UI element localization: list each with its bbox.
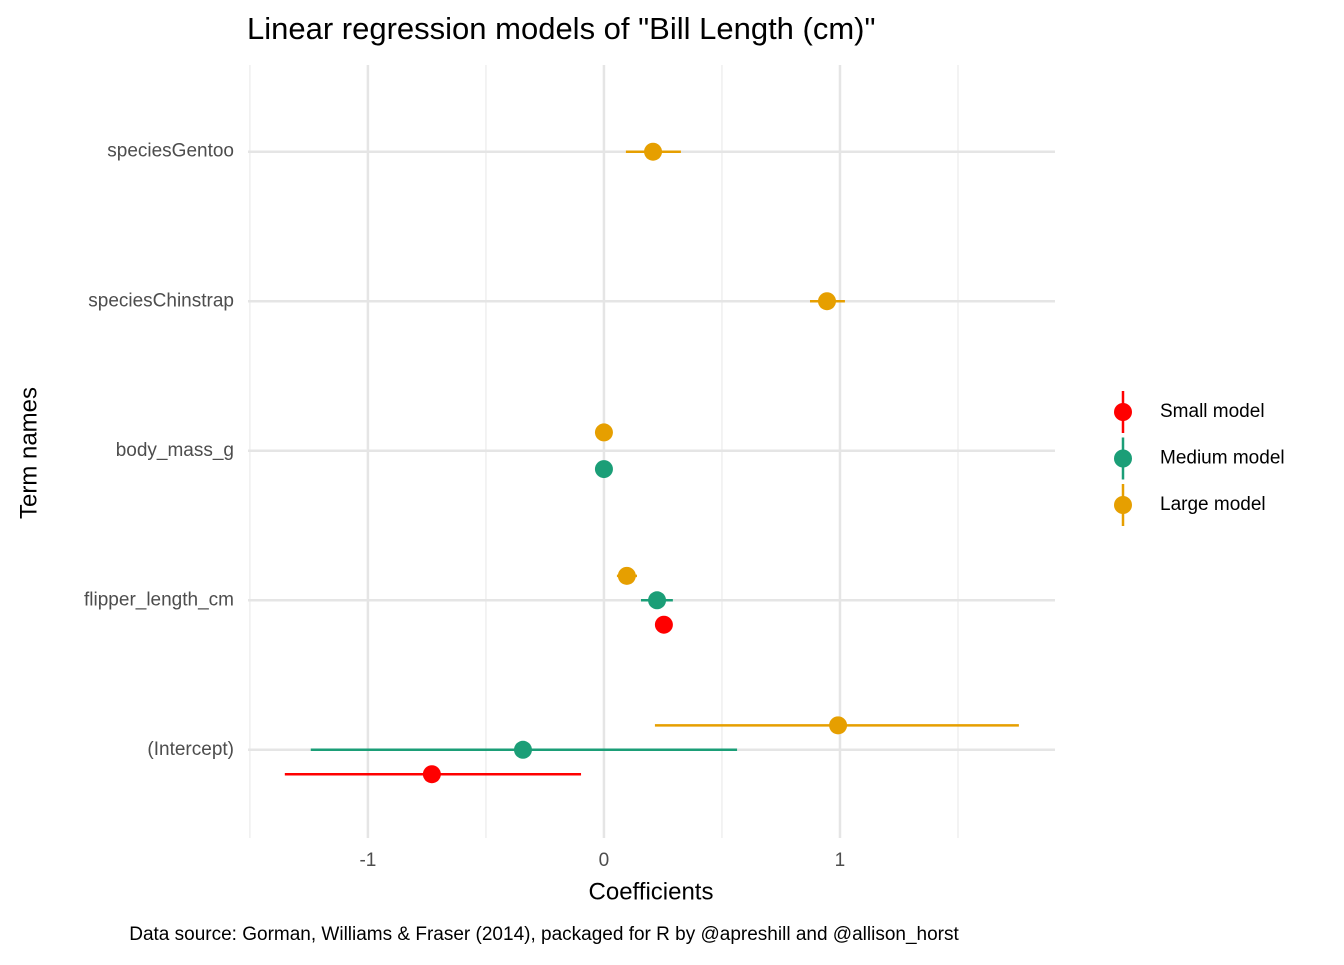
point (648, 591, 667, 610)
caption: Data source: Gorman, Williams & Fraser (… (129, 924, 959, 945)
y-tick-label: body_mass_g (116, 440, 234, 461)
legend-marker (1114, 449, 1132, 468)
y-axis-label: Term names (15, 387, 42, 519)
x-tick-label: 0 (599, 850, 610, 871)
y-tick-label: speciesChinstrap (88, 290, 234, 311)
point (422, 765, 441, 784)
point (594, 460, 613, 479)
point (617, 566, 636, 585)
legend-label: Medium model (1160, 448, 1285, 469)
legend-marker (1114, 403, 1132, 421)
point (829, 716, 848, 735)
point (513, 740, 532, 759)
x-tick-label: -1 (359, 850, 376, 871)
legend-marker (1114, 496, 1132, 514)
legend-label: Small model (1160, 401, 1265, 422)
point (594, 423, 613, 442)
x-axis-label: Coefficients (589, 878, 714, 905)
y-tick-label: speciesGentoo (107, 141, 234, 162)
y-tick-label: flipper_length_cm (84, 589, 234, 610)
point (817, 292, 836, 311)
x-tick-label: 1 (835, 850, 846, 871)
y-tick-label: (Intercept) (147, 739, 234, 760)
chart-title: Linear regression models of "Bill Length… (247, 11, 876, 46)
point (644, 142, 663, 161)
point (654, 615, 673, 634)
legend-label: Large model (1160, 494, 1266, 515)
